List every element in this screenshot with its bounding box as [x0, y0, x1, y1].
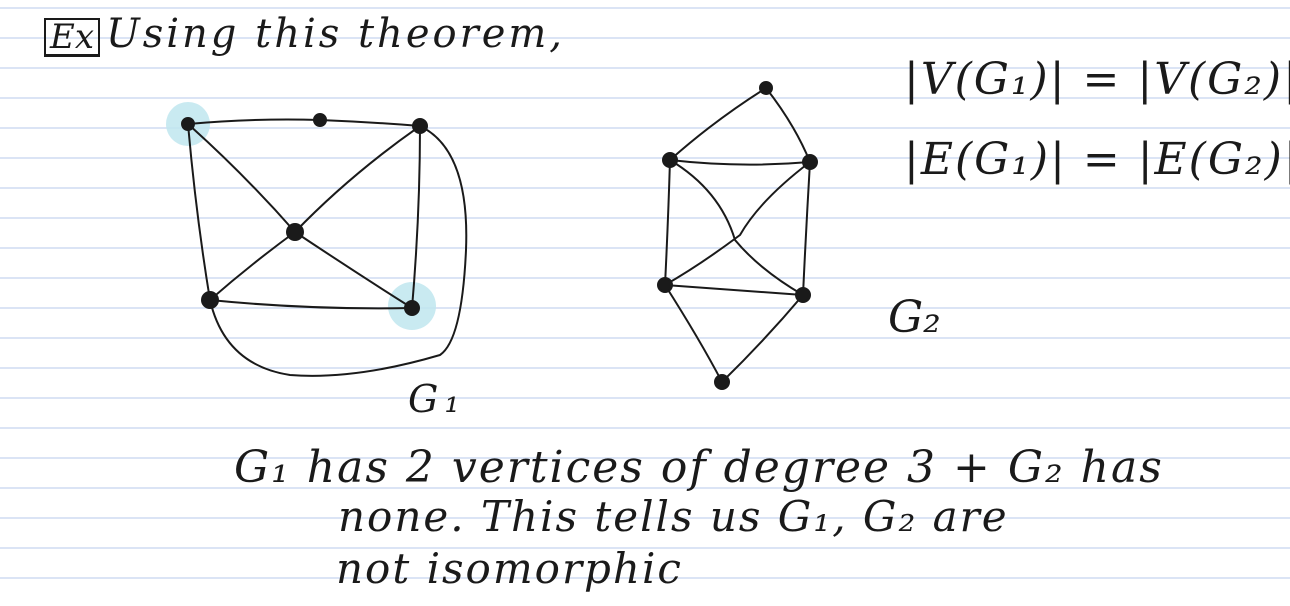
g2-vertex: [802, 154, 818, 170]
example-label: Ex: [44, 18, 100, 57]
g2-vertex: [662, 152, 678, 168]
graph-g1-label: G₁: [408, 377, 466, 421]
graph-g2: [657, 81, 818, 390]
g2-edge: [664, 159, 671, 286]
g2-edge: [802, 161, 811, 296]
conclusion-line-3: not isomorphic: [336, 544, 683, 593]
g2-edge: [669, 159, 804, 296]
g1-edge: [294, 125, 421, 233]
g2-vertex: [759, 81, 773, 95]
g2-edge: [664, 161, 811, 286]
g1-vertex: [412, 118, 428, 134]
g1-vertex: [181, 117, 195, 131]
g1-edge: [187, 118, 321, 125]
g1-vertex: [201, 291, 219, 309]
g1-edge: [209, 125, 468, 377]
edge-count-equation: |E(G₁)| = |E(G₂)|: [904, 134, 1290, 185]
g1-edge: [294, 231, 413, 309]
g1-edge: [411, 125, 421, 309]
g2-edge: [664, 284, 723, 383]
conclusion-line-2: none. This tells us G₁, G₂ are: [338, 492, 1009, 541]
g1-edge: [187, 123, 211, 301]
g1-edge: [209, 299, 413, 310]
graph-g2-label: G₂: [888, 292, 941, 343]
g1-vertex: [313, 113, 327, 127]
vertex-count-equation: |V(G₁)| = |V(G₂)|: [904, 54, 1290, 105]
g2-vertex: [657, 277, 673, 293]
g1-edge: [187, 123, 296, 233]
g2-vertex: [714, 374, 730, 390]
conclusion-line-1: G₁ has 2 vertices of degree 3 + G₂ has: [234, 442, 1164, 493]
g2-edge: [664, 284, 804, 296]
g1-edge: [209, 231, 296, 301]
g2-edge: [669, 159, 811, 166]
graph-g1: [181, 113, 468, 377]
g1-vertex: [404, 300, 420, 316]
g2-edge: [669, 87, 767, 161]
g2-vertex: [795, 287, 811, 303]
g1-edge: [319, 119, 421, 127]
g1-vertex: [286, 223, 304, 241]
note-heading: Using this theorem,: [106, 11, 566, 57]
g2-edge: [765, 87, 811, 163]
ruled-lines: [0, 7, 1290, 579]
g2-edge: [721, 294, 804, 383]
